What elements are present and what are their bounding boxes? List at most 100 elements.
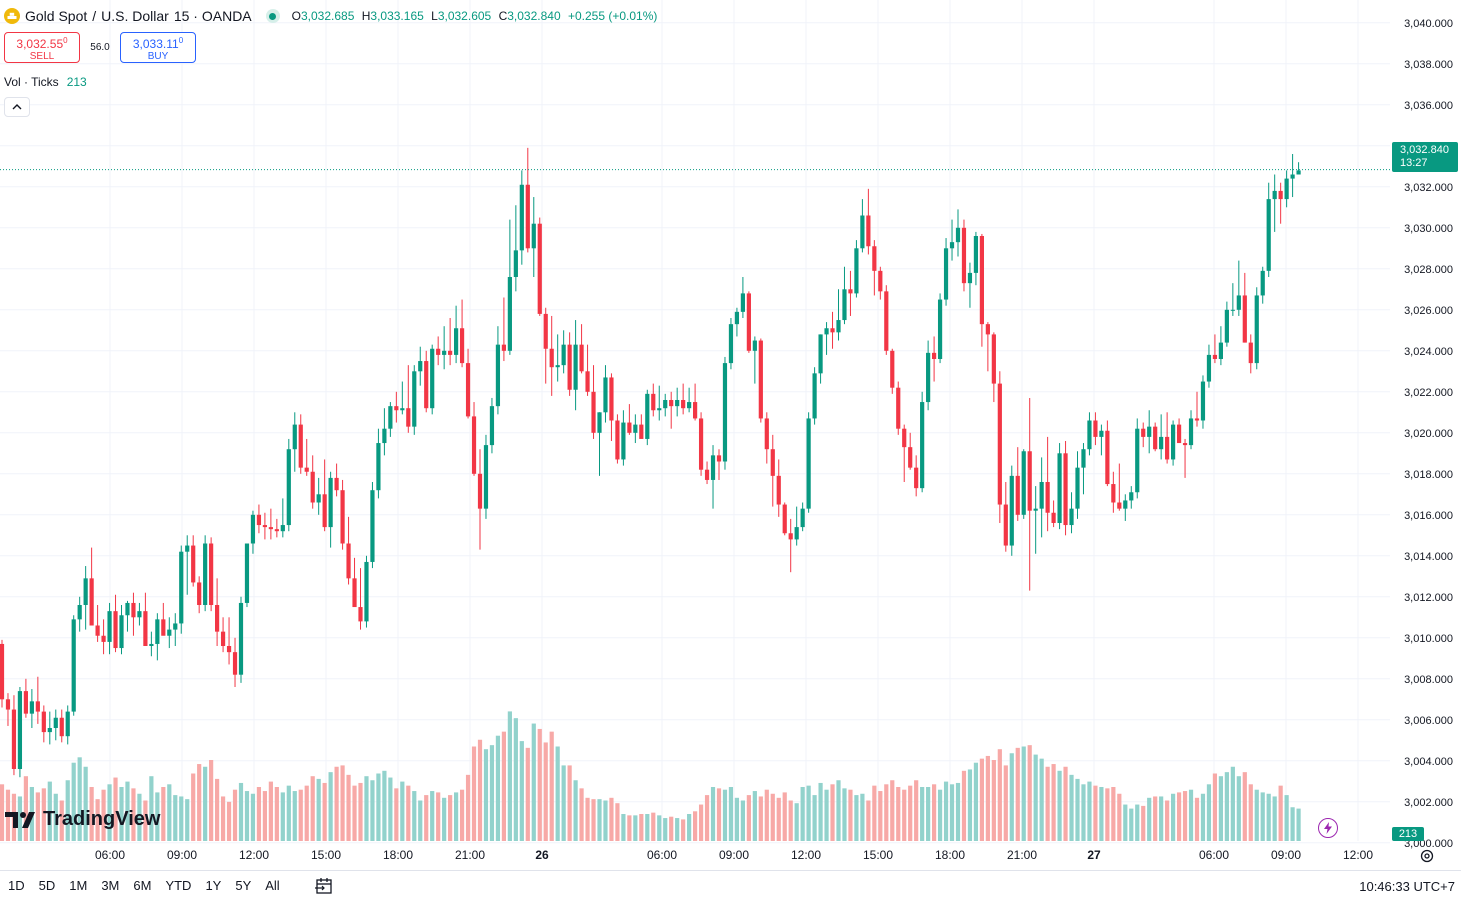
volume-bar <box>131 788 136 841</box>
ohlc-low-label: L <box>431 9 438 23</box>
tradingview-logo[interactable]: TradingView <box>5 808 160 831</box>
volume-bar <box>675 818 680 841</box>
range-3m[interactable]: 3M <box>101 878 120 893</box>
candle-body <box>71 619 76 712</box>
candle-body <box>961 227 967 284</box>
time-tick-label: 06:00 <box>1199 848 1229 862</box>
candle-body <box>579 344 584 372</box>
volume-bar <box>304 785 309 841</box>
volume-bar <box>328 772 333 841</box>
candle-body <box>1165 436 1170 460</box>
candle-body <box>232 652 238 675</box>
time-tick-label: 26 <box>535 848 549 862</box>
volume-bar <box>603 800 608 841</box>
candle-body <box>454 328 459 355</box>
volume-bar <box>1153 796 1158 841</box>
candle-body <box>609 377 614 421</box>
candle-body <box>5 699 11 710</box>
candle-body <box>167 629 172 636</box>
volume-bar <box>418 800 423 841</box>
candle-body <box>824 328 829 335</box>
volume-bar <box>53 793 58 841</box>
volume-bar <box>1266 793 1271 841</box>
volume-bar <box>651 812 656 841</box>
time-tick-label: 12:00 <box>1343 848 1373 862</box>
volume-bar <box>1045 766 1050 841</box>
ohlc-low: 3,032.605 <box>437 9 492 23</box>
date-range-icon[interactable] <box>314 877 334 895</box>
volume-bar <box>645 814 650 841</box>
volume-bar <box>621 814 626 841</box>
symbol-name[interactable]: Gold Spot <box>25 8 88 24</box>
collapse-legend-button[interactable] <box>4 97 30 117</box>
range-5y[interactable]: 5Y <box>235 878 252 893</box>
bar-countdown: 13:27 <box>1400 157 1428 169</box>
lightning-icon[interactable] <box>1318 818 1338 838</box>
volume-bar <box>1171 793 1176 841</box>
settings-icon[interactable] <box>1418 847 1436 865</box>
volume-bar <box>1069 774 1074 841</box>
time-tick-label: 06:00 <box>95 848 125 862</box>
volume-bar <box>896 787 901 841</box>
volume-bar <box>268 781 273 841</box>
candle-body <box>1153 426 1158 450</box>
sell-label: SELL <box>29 50 55 62</box>
candle-body <box>675 400 680 407</box>
volume-bar <box>639 814 644 841</box>
range-1d[interactable]: 1D <box>8 878 25 893</box>
volume-bar <box>687 814 692 841</box>
range-1m[interactable]: 1M <box>69 878 88 893</box>
volume-bar <box>627 815 632 841</box>
candle-body <box>806 418 811 509</box>
volume-legend[interactable]: Vol · Ticks 213 <box>4 75 87 89</box>
volume-bar <box>788 800 793 841</box>
candle-body <box>734 311 740 325</box>
candle-body <box>920 402 925 489</box>
buy-button[interactable]: 3,033.110 BUY <box>120 32 196 63</box>
candle-body <box>1009 475 1014 546</box>
volume-bar <box>704 795 710 841</box>
volume-bar <box>615 803 620 841</box>
range-1y[interactable]: 1Y <box>205 878 222 893</box>
volume-bar <box>531 723 536 841</box>
candle-body <box>573 344 578 390</box>
price-tick-label: 3,006.000 <box>1404 715 1453 727</box>
volume-bar <box>830 784 835 841</box>
candle-body <box>973 236 979 273</box>
volume-bar <box>561 765 566 841</box>
range-6m[interactable]: 6M <box>133 878 152 893</box>
volume-bar <box>334 766 339 841</box>
last-price-label: 3,032.840 13:27 <box>1392 142 1458 172</box>
candle-body <box>149 643 154 646</box>
candle-body <box>519 184 524 251</box>
range-ytd[interactable]: YTD <box>165 878 192 893</box>
volume-bar <box>926 787 931 841</box>
volume-bar <box>955 782 961 841</box>
price-chart[interactable]: 3,000.0003,002.0003,004.0003,006.0003,00… <box>0 0 1461 870</box>
volume-bar <box>806 785 811 841</box>
range-5d[interactable]: 5D <box>38 878 56 893</box>
volume-bar <box>932 784 937 841</box>
volume-bar <box>591 799 596 841</box>
chart-legend-header: Gold Spot / U.S. Dollar 15 · OANDA O3,03… <box>4 6 661 26</box>
volume-bar <box>985 755 990 841</box>
volume-bar <box>525 747 530 841</box>
time-tick-label: 21:00 <box>455 848 485 862</box>
candle-body <box>1188 418 1194 446</box>
candle-body <box>603 377 608 413</box>
range-all[interactable]: All <box>265 878 280 893</box>
candle-body <box>125 602 130 616</box>
volume-bar <box>967 769 973 841</box>
sell-button[interactable]: 3,032.550 SELL <box>4 32 80 63</box>
candle-body <box>657 408 662 411</box>
symbol-quote[interactable]: U.S. Dollar <box>101 8 169 24</box>
candle-body <box>382 428 387 444</box>
clock-timezone[interactable]: 10:46:33 UTC+7 <box>1359 879 1455 894</box>
candle-body <box>1218 342 1223 359</box>
time-tick-label: 21:00 <box>1007 848 1037 862</box>
candle-body <box>418 361 423 372</box>
candle-body <box>1039 482 1044 509</box>
volume-bar <box>215 778 220 841</box>
volume-bar <box>555 746 560 841</box>
volume-bar <box>1296 808 1301 841</box>
